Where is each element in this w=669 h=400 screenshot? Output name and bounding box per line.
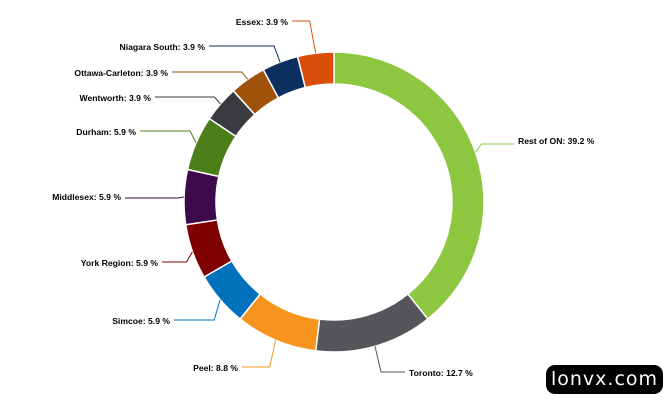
leader-line-toronto	[374, 346, 405, 373]
data-label-rest-of-on: Rest of ON: 39.2 %	[518, 136, 595, 146]
data-label-essex: Essex: 3.9 %	[236, 17, 288, 27]
data-label-niagara-south: Niagara South: 3.9 %	[120, 42, 206, 52]
data-label-toronto: Toronto: 12.7 %	[409, 368, 473, 378]
data-label-york-region: York Region: 5.9 %	[81, 258, 159, 268]
leader-line-wentworth	[155, 96, 221, 105]
data-label-middlesex: Middlesex: 5.9 %	[52, 192, 121, 202]
slice-toronto[interactable]	[314, 292, 429, 353]
watermark-logo: lonvx.com	[546, 365, 663, 394]
leader-line-durham	[140, 130, 197, 144]
data-label-simcoe: Simcoe: 5.9 %	[112, 316, 170, 326]
slice-rest-of-on[interactable]	[333, 51, 485, 321]
leader-line-ottawa-carleton	[172, 71, 249, 80]
leader-line-rest-of-on	[475, 143, 514, 153]
data-label-durham: Durham: 5.9 %	[76, 127, 136, 137]
slice-middlesex[interactable]	[183, 168, 220, 226]
data-label-peel: Peel: 8.8 %	[193, 363, 238, 373]
leader-line-middlesex	[125, 196, 185, 199]
leader-line-essex	[292, 20, 317, 54]
leader-line-peel	[242, 340, 277, 368]
data-label-ottawa-carleton: Ottawa-Carleton: 3.9 %	[74, 68, 168, 78]
slice-essex[interactable]	[296, 51, 335, 89]
leader-line-niagara-south	[209, 45, 281, 63]
data-label-wentworth: Wentworth: 3.9 %	[80, 93, 152, 103]
leader-line-simcoe	[174, 299, 221, 321]
leader-line-york-region	[162, 251, 193, 263]
